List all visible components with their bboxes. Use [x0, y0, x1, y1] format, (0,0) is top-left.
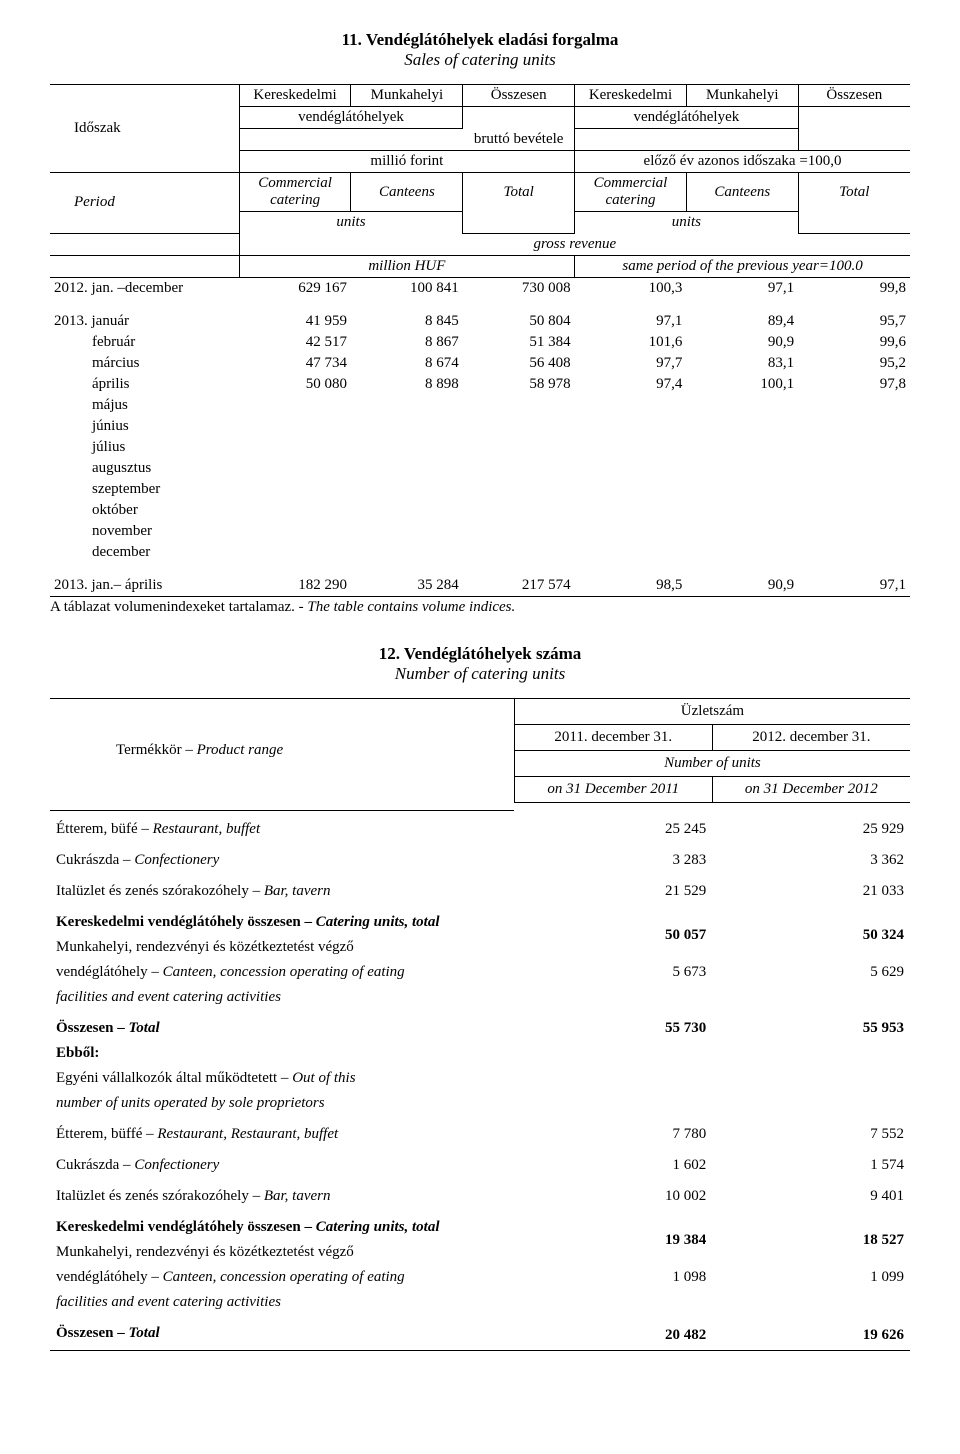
hdr-brutto-bevetele: bruttó bevétele — [239, 129, 798, 151]
hdr-col2: 2012. december 31. — [712, 724, 910, 750]
hdr-commercial-1: Commercialcatering — [239, 173, 351, 212]
table-1: Időszak Kereskedelmi Munkahelyi Összesen… — [50, 84, 910, 597]
table-row: Összesen – Total 20 482 19 626 — [50, 1315, 910, 1351]
hdr-sub2: on 31 December 2012 — [712, 776, 910, 802]
hdr-same-period: same period of the previous year=100.0 — [575, 255, 910, 277]
section1-title: 11. Vendéglátóhelyek eladási forgalma — [50, 30, 910, 50]
hdr-munkahelyi-1: Munkahelyi — [351, 85, 463, 107]
table-row: szeptember — [50, 479, 910, 500]
hdr-osszesen-2: Összesen — [798, 85, 910, 107]
table-row: november — [50, 521, 910, 542]
table-row: 2013. jan.– április 182 290 35 284 217 5… — [50, 575, 910, 597]
table-row: Étterem, büfé – Restaurant, buffet25 245… — [50, 811, 910, 843]
table-row: július — [50, 437, 910, 458]
hdr-termekkor: Termékkör – Product range — [50, 698, 514, 802]
table-row: vendéglátóhely – Canteen, concession ope… — [50, 1265, 910, 1290]
table-row: augusztus — [50, 458, 910, 479]
hdr-elozo-ev: előző év azonos időszaka =100,0 — [575, 151, 910, 173]
section2-subtitle: Number of catering units — [50, 664, 910, 684]
hdr-number-of-units: Number of units — [514, 750, 910, 776]
table-2: Termékkör – Product range Üzletszám 2011… — [50, 698, 910, 1352]
table1-footnote: A táblazat volumenindexeket tartalamaz. … — [50, 599, 910, 616]
table-row: Összesen – Total 55 730 55 953 — [50, 1010, 910, 1041]
table-row: Kereskedelmi vendéglátóhely összesen – C… — [50, 1209, 910, 1240]
table-row: Egyéni vállalkozók által működtetett – O… — [50, 1066, 910, 1091]
hdr-total-2: Total — [798, 173, 910, 212]
table-row: Kereskedelmi vendéglátóhely összesen – C… — [50, 904, 910, 935]
table-row: 2012. jan. –december 629 167 100 841 730… — [50, 277, 910, 299]
hdr-canteens-1: Canteens — [351, 173, 463, 212]
hdr-idoszak: Időszak — [50, 85, 239, 173]
table-row: number of units operated by sole proprie… — [50, 1091, 910, 1116]
hdr-munkahelyi-2: Munkahelyi — [686, 85, 798, 107]
hdr-col1: 2011. december 31. — [514, 724, 712, 750]
hdr-sub1: on 31 December 2011 — [514, 776, 712, 802]
table-row: február42 5178 86751 384101,690,999,6 — [50, 332, 910, 353]
hdr-uzletszam: Üzletszám — [514, 698, 910, 724]
hdr-vendeglatohelyek-2: vendéglátóhelyek — [575, 107, 799, 129]
table-row: 2013. január41 9598 84550 80497,189,495,… — [50, 311, 910, 332]
hdr-period: Period — [50, 173, 239, 234]
table-row: Italüzlet és zenés szórakozóhely – Bar, … — [50, 873, 910, 904]
hdr-units-2: units — [575, 212, 799, 234]
hdr-canteens-2: Canteens — [686, 173, 798, 212]
table-row: Cukrászda – Confectionery1 6021 574 — [50, 1147, 910, 1178]
table-row: december — [50, 542, 910, 563]
table-row: Ebből: — [50, 1041, 910, 1066]
table-row: május — [50, 395, 910, 416]
hdr-millio-forint: millió forint — [239, 151, 574, 173]
hdr-units-1: units — [239, 212, 463, 234]
section2-title: 12. Vendéglátóhelyek száma — [50, 644, 910, 664]
table-row: október — [50, 500, 910, 521]
table-row: vendéglátóhely – Canteen, concession ope… — [50, 960, 910, 985]
table-row: Étterem, büffé – Restaurant, Restaurant,… — [50, 1116, 910, 1147]
table-row: április50 0808 89858 97897,4100,197,8 — [50, 374, 910, 395]
table-row: Italüzlet és zenés szórakozóhely – Bar, … — [50, 1178, 910, 1209]
hdr-kereskedelmi-2: Kereskedelmi — [575, 85, 687, 107]
table-row: facilities and event catering activities — [50, 1290, 910, 1315]
hdr-vendeglatohelyek-1: vendéglátóhelyek — [239, 107, 463, 129]
hdr-osszesen-1: Összesen — [463, 85, 575, 107]
hdr-kereskedelmi-1: Kereskedelmi — [239, 85, 351, 107]
hdr-total-1: Total — [463, 173, 575, 212]
table-row: facilities and event catering activities — [50, 985, 910, 1010]
table-row: június — [50, 416, 910, 437]
table-row: Cukrászda – Confectionery3 2833 362 — [50, 842, 910, 873]
hdr-million-huf: million HUF — [239, 255, 574, 277]
hdr-gross-revenue: gross revenue — [239, 233, 910, 255]
hdr-commercial-2: Commercialcatering — [575, 173, 687, 212]
table-row: március47 7348 67456 40897,783,195,2 — [50, 353, 910, 374]
section1-subtitle: Sales of catering units — [50, 50, 910, 70]
